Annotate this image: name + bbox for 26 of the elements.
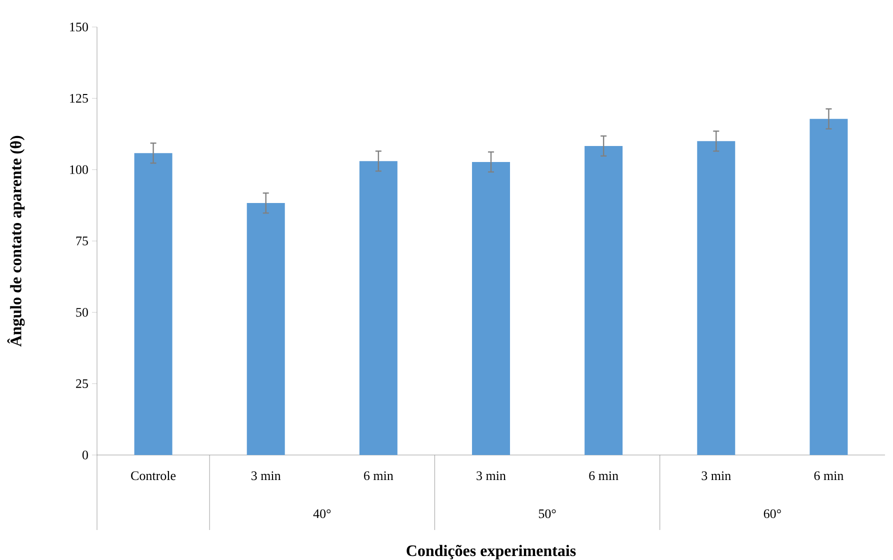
text: 50° [538,509,556,518]
text: 60° [764,509,781,518]
bar [584,146,623,455]
x-axis-title: Condições experimentais [406,544,576,560]
y-axis-title: Ângulo de contato aparente (θ) [7,136,25,347]
x-tick-label: 6 min [814,471,844,480]
x-tick-label: 3 min [476,471,506,480]
y-tick-label: 0 [82,450,88,460]
x-tick-label: 6 min [364,471,394,480]
y-tick-label: 50 [76,308,88,317]
y-tick-label: 25 [76,379,88,388]
bar [359,161,398,455]
y-tick-label: 150 [70,22,88,32]
text: 40° [313,509,331,518]
bar [134,153,172,455]
x-tick-label: 3 min [252,471,281,480]
y-tick-label: 125 [70,94,88,103]
bar [472,162,510,455]
bar [246,203,285,455]
bar [697,141,736,455]
y-tick-label: 100 [70,165,88,174]
y-tick-label: 75 [76,236,88,246]
x-tick-label: Controle [131,470,176,480]
x-tick-label: 6 min [589,471,618,480]
bar [810,118,848,455]
x-tick-label: 3 min [702,471,731,480]
